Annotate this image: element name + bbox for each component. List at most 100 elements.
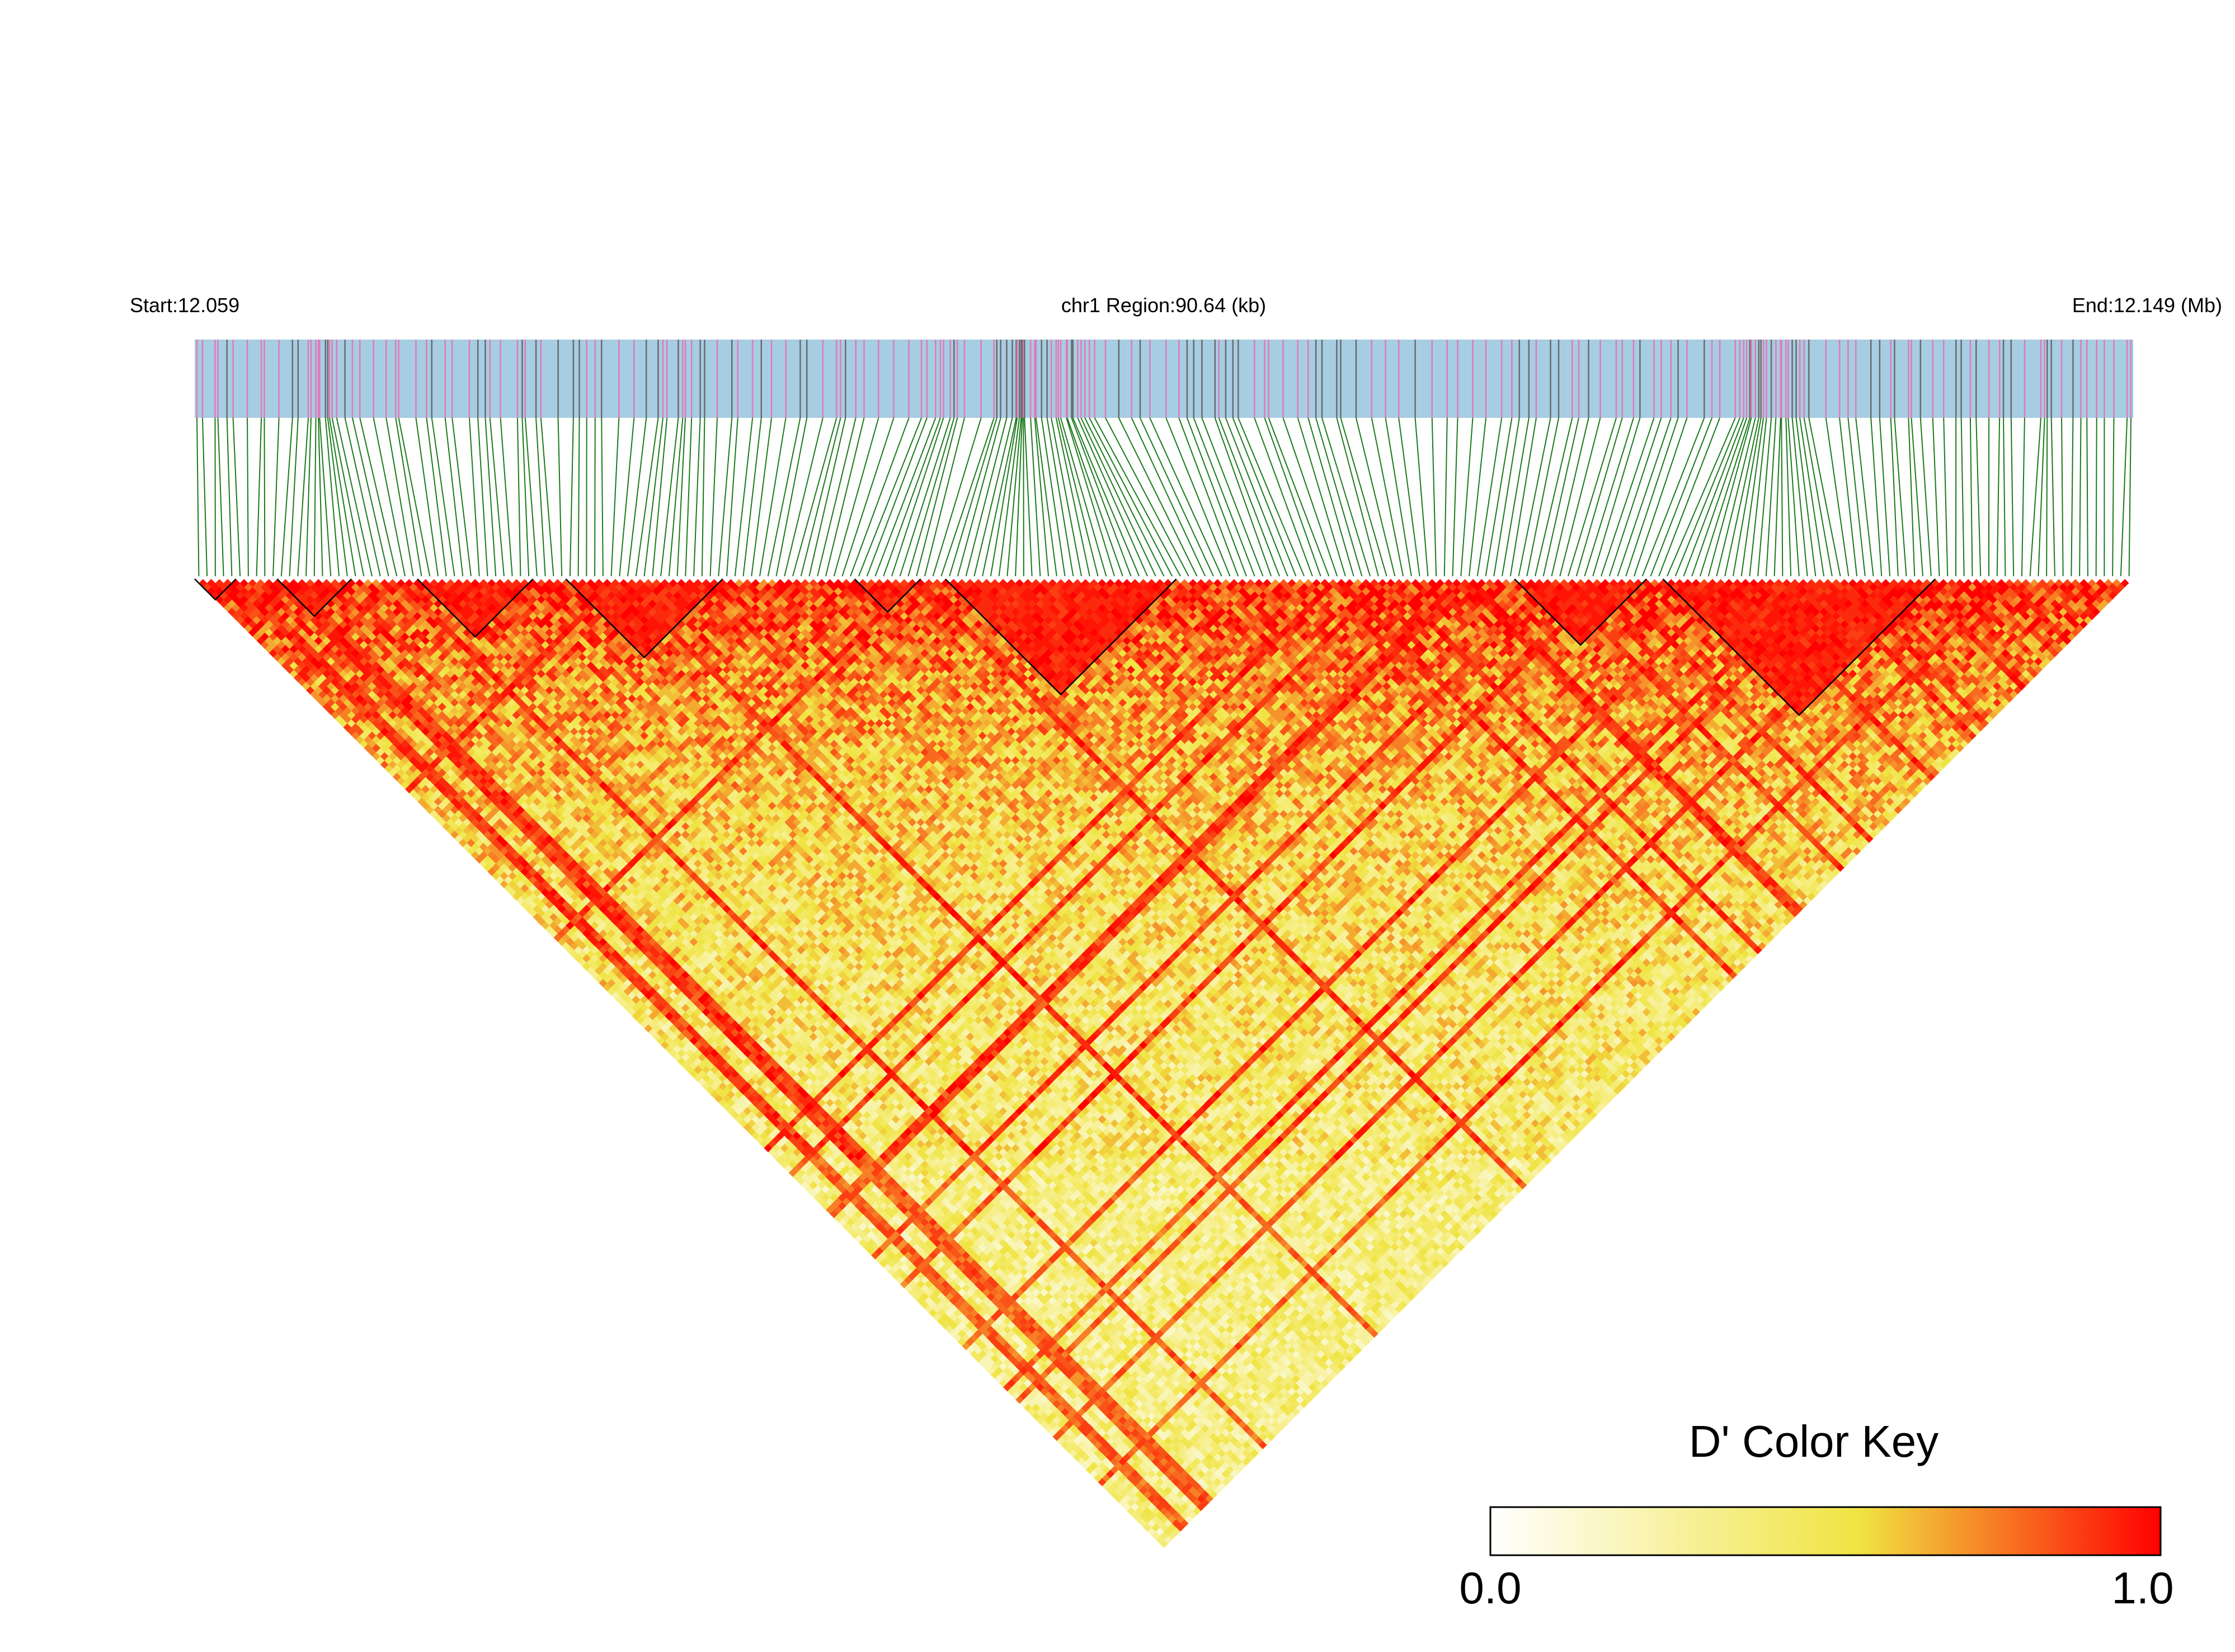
snp-connector [1118, 417, 1198, 577]
snp-connector [660, 417, 679, 577]
snp-connector [1006, 417, 1022, 577]
ld-heatmap [199, 579, 2129, 1549]
snp-connector [201, 417, 208, 577]
snp-connector [2046, 417, 2048, 577]
snp-connector [1969, 417, 1973, 577]
snp-connector [359, 417, 398, 577]
snp-connector [1773, 417, 1781, 577]
ld-block-outline [417, 578, 534, 638]
snp-connector [1795, 417, 1817, 577]
snp-connector [1089, 417, 1173, 577]
snp-marks [196, 340, 2132, 418]
end-label: End:12.149 (Mb) [2072, 294, 2222, 317]
snp-connector [899, 417, 951, 577]
snp-connector [1757, 417, 1772, 577]
snp-connector [1617, 417, 1672, 577]
snp-connector [1633, 417, 1688, 577]
snp-connector [949, 417, 997, 577]
ld-block-outline [854, 578, 921, 613]
snp-connector [327, 417, 348, 577]
snp-connector [272, 417, 280, 577]
snp-connector [2038, 417, 2045, 577]
snp-connector [1707, 417, 1752, 577]
snp-connector [1908, 417, 1916, 577]
snp-connector [398, 417, 431, 577]
snp-connector [1879, 417, 1891, 577]
snp-connector [1355, 417, 1396, 577]
snp-connector [1201, 417, 1264, 577]
snp-connector [324, 417, 340, 577]
snp-connector [1551, 417, 1589, 577]
snp-connector [1094, 417, 1181, 577]
snp-connector [1650, 417, 1713, 577]
snp-connector [1781, 417, 1784, 577]
snp-connector [1932, 417, 1940, 577]
snp-connector [1485, 417, 1513, 577]
snp-connector [484, 417, 497, 577]
snp-connector [569, 417, 574, 577]
snp-connector [701, 417, 705, 577]
snp-connector [1716, 417, 1756, 577]
snp-connector [866, 417, 928, 577]
snp-connector [709, 417, 718, 577]
snp-connector [1336, 417, 1379, 577]
snp-connector [982, 417, 1017, 577]
snp-connector [1041, 417, 1066, 577]
snp-connector [329, 417, 356, 577]
snp-connector [415, 417, 439, 577]
snp-connector [521, 417, 530, 577]
snp-connector [232, 417, 241, 577]
snp-connector [990, 417, 1018, 577]
snp-connector [1340, 417, 1387, 577]
snp-connector [2021, 417, 2025, 577]
snp-connector [652, 417, 668, 577]
ld-cells-bucket [203, 579, 2125, 1532]
ld-block-outlines [194, 578, 1936, 717]
snp-connector [1165, 417, 1231, 577]
snp-connector [477, 417, 488, 577]
snp-connector [1066, 417, 1123, 577]
color-key-gradient [1489, 1506, 2162, 1556]
snp-connector [319, 417, 332, 577]
ld-cells-bucket [273, 604, 2092, 1161]
snp-connector [2120, 417, 2128, 577]
snp-connector [217, 417, 224, 577]
snp-connector [1509, 417, 1537, 577]
ld-cells-bucket [496, 863, 1828, 1540]
snp-connector [1699, 417, 1751, 577]
snp-connector [1214, 417, 1272, 577]
snp-connector [318, 417, 323, 577]
snp-connector [1398, 417, 1420, 577]
snp-connector [489, 417, 505, 577]
snp-connector [1321, 417, 1371, 577]
snp-connector [226, 417, 233, 577]
snp-connector [1803, 417, 1833, 577]
snp-connector [431, 417, 455, 577]
snp-connector [2061, 417, 2064, 577]
ld-block-outline [194, 578, 237, 601]
snp-connector [2086, 417, 2088, 577]
snp-connector [313, 417, 317, 577]
snp-connector [1542, 417, 1579, 577]
snp-connector [426, 417, 447, 577]
color-key-max: 1.0 [2111, 1563, 2173, 1613]
snp-connector [1385, 417, 1412, 577]
snp-connector [1674, 417, 1740, 577]
snp-connector [825, 417, 865, 577]
snp-connector [619, 417, 635, 577]
start-label: Start:12.059 [130, 294, 239, 317]
snp-connector [2112, 417, 2115, 577]
color-key-min: 0.0 [1459, 1563, 1521, 1613]
snp-connector [1072, 417, 1140, 577]
ld-block-outline [1662, 578, 1936, 717]
snp-connector [1057, 417, 1099, 577]
snp-connector [1315, 417, 1363, 577]
snp-connector [1431, 417, 1437, 577]
snp-connector [1443, 417, 1448, 577]
snp-connector [1960, 417, 1965, 577]
ld-cells-bucket [425, 760, 1927, 1545]
snp-connector [1870, 417, 1883, 577]
snp-connector [1077, 417, 1148, 577]
snp-connector [247, 417, 249, 577]
snp-connector [916, 417, 958, 577]
